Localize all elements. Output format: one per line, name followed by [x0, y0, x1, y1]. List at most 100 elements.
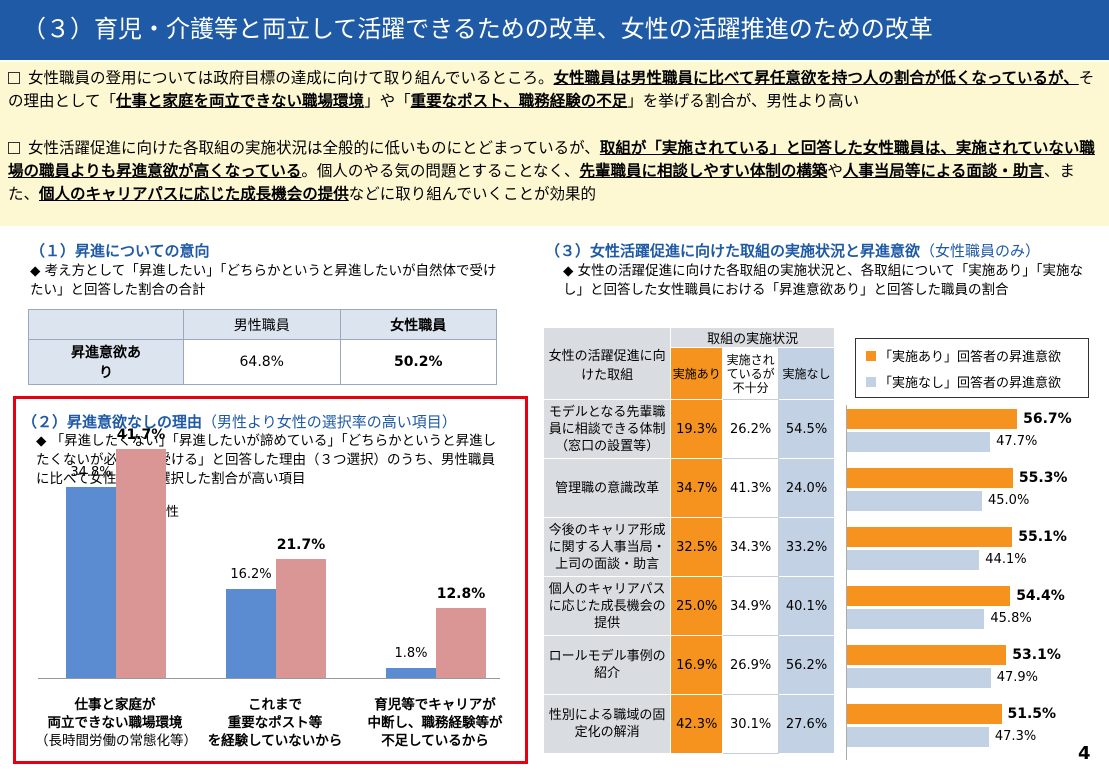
bar-value-label: 45.0% [988, 493, 1030, 508]
category-label-line: 育児等でキャリアが [374, 697, 496, 713]
checkbox-square-icon [8, 72, 20, 84]
col-header-male: 男性職員 [183, 309, 341, 340]
bar-male [226, 588, 276, 678]
initiative-label: 今後のキャリア形成に関する人事当局・上司の面談・助言 [542, 517, 672, 577]
bar-not-implemented [847, 432, 991, 452]
initiative-label: 性別による職域の固定化の解消 [542, 694, 672, 754]
summary-run: その理由として「 [8, 69, 1095, 110]
chart-baseline [38, 678, 500, 679]
bar-value-label: 47.9% [996, 670, 1038, 685]
bar-female [116, 448, 166, 678]
cell-insufficient: 30.1% [722, 694, 780, 754]
bar-value-label: 41.7% [116, 426, 166, 443]
bar-value-label: 51.5% [1007, 706, 1057, 722]
bar-value-label: 16.2% [230, 566, 272, 582]
slide-title-bar: （３）育児・介護等と両立して活躍できるための改革、女性の活躍推進のための改革 [0, 0, 1109, 60]
bar-value-label: 47.3% [994, 729, 1037, 744]
bar-value-label: 47.7% [996, 434, 1038, 449]
cell-insufficient: 26.2% [722, 399, 780, 459]
bar-implemented [847, 409, 1018, 429]
table-corner [28, 309, 184, 340]
bar-value-label: 55.3% [1018, 470, 1068, 486]
bar-implemented [847, 468, 1013, 488]
emphasis-text: 先輩職員に相談しやすい体制の構築 [579, 162, 828, 180]
table-row: ロールモデル事例の紹介 16.9% 26.9% 56.2% [542, 635, 835, 695]
legend-swatch [866, 377, 876, 387]
cell-implemented: 25.0% [670, 576, 724, 636]
category-label-line: 重要なポスト等 [227, 715, 323, 731]
bar-female [276, 558, 326, 678]
summary-bullet-2: 女性活躍促進に向けた各取組の実施状況は全般的に低いものにとどまっているが、取組が… [8, 137, 1102, 206]
summary-text-1: 女性職員の登用については政府目標の達成に向けて取り組んでいるところ。女性職員は男… [8, 69, 1094, 110]
summary-run: 、また、 [8, 162, 1075, 203]
bar-not-implemented [847, 550, 980, 570]
category-label: 仕事と家庭が 両立できない職場環境 （長時間労働の常態化等） [35, 696, 197, 750]
legend-not-implemented: 「実施なし」回答者の昇進意欲 [866, 372, 1061, 391]
bar-implemented [847, 645, 1007, 665]
initiatives-table: 女性の活躍促進に向けた取組 取組の実施状況 実施あり 実施されているが不十分 実… [542, 327, 835, 754]
bar-not-implemented [847, 668, 991, 688]
summary-text-2: 女性活躍促進に向けた各取組の実施状況は全般的に低いものにとどまっているが、取組が… [8, 139, 1095, 203]
col-header-female: 女性職員 [339, 309, 497, 340]
promotion-intent-table: 男性職員 女性職員 昇進意欲あり 64.8% 50.2% [28, 309, 497, 385]
bar-implemented [847, 586, 1011, 606]
cell-female-value: 50.2% [339, 339, 497, 385]
emphasis-text: 人事当局等による面談・助言 [842, 162, 1044, 180]
summary-run: や [827, 162, 843, 180]
bar-value-label: 34.8% [70, 464, 112, 480]
category-label-line: を経験していないから [207, 733, 343, 749]
bar-implemented [847, 527, 1013, 547]
category-label: これまで 重要なポスト等 を経験していないから [195, 696, 355, 750]
category-label-line: 両立できない職場環境 [47, 715, 183, 731]
summary-run: 」や「 [364, 92, 411, 110]
table-row: 性別による職域の固定化の解消 42.3% 30.1% 27.6% [542, 694, 835, 754]
emphasis-text: 重要なポスト、職務経験の不足 [410, 92, 628, 110]
bar-value-label: 54.4% [1016, 588, 1065, 604]
bar-male [66, 486, 116, 678]
table-row: 管理職の意識改革 34.7% 41.3% 24.0% [542, 458, 835, 518]
section1-note: ◆ 考え方として「昇進したい」「どちらかというと昇進したいが自然体で受けたい」と… [30, 263, 497, 298]
initiative-label: 管理職の意識改革 [542, 458, 672, 518]
cell-insufficient: 34.9% [722, 576, 780, 636]
cell-not-implemented: 56.2% [778, 635, 835, 695]
bar-not-implemented [847, 491, 982, 511]
cell-insufficient: 41.3% [722, 458, 780, 518]
table-corner-header: 女性の活躍促進に向けた取組 [542, 327, 672, 400]
section2-note: ◆ 「昇進したくない」「昇進したいが諦めている」「どちらかというと昇進したくない… [36, 433, 497, 487]
cell-implemented: 32.5% [670, 517, 724, 577]
chart3-axis [846, 405, 847, 760]
row-header-intent: 昇進意欲あり [28, 339, 184, 385]
summary-run: 女性活躍促進に向けた各取組の実施状況は全般的に低いものにとどまっているが、 [28, 139, 600, 157]
bar-implemented [847, 704, 1002, 724]
section3-note: ◆ 女性の活躍促進に向けた各取組の実施状況と、各取組について「実施あり」「実施な… [563, 263, 1083, 298]
summary-bullet-1: 女性職員の登用については政府目標の達成に向けて取り組んでいるところ。女性職員は男… [8, 67, 1102, 113]
initiative-label: モデルとなる先輩職員に相談できる体制（窓口の設置等） [542, 399, 672, 459]
table-row: モデルとなる先輩職員に相談できる体制（窓口の設置等） 19.3% 26.2% 54.5… [542, 399, 835, 459]
table-row: 今後のキャリア形成に関する人事当局・上司の面談・助言 32.5% 34.3% 33.2… [542, 517, 835, 577]
chart3-legend: 「実施あり」回答者の昇進意欲 「実施なし」回答者の昇進意欲 [855, 338, 1089, 398]
cell-insufficient: 26.9% [722, 635, 780, 695]
summary-run: 女性職員の登用については政府目標の達成に向けて取り組んでいるところ。 [28, 69, 554, 87]
cell-implemented: 19.3% [670, 399, 724, 459]
emphasis-text: 仕事と家庭を両立できない職場環境 [116, 92, 365, 110]
cell-male-value: 64.8% [183, 339, 341, 385]
checkbox-square-icon [8, 142, 20, 154]
cell-implemented: 42.3% [670, 694, 724, 754]
cell-not-implemented: 40.1% [778, 576, 835, 636]
initiative-label: ロールモデル事例の紹介 [542, 635, 672, 695]
emphasis-text: 女性職員は男性職員に比べて昇任意欲を持つ人の割合が低くなっているが、 [553, 69, 1079, 87]
cell-implemented: 34.7% [670, 458, 724, 518]
category-label: 育児等でキャリアが 中断し、職務経験等が 不足しているから [355, 696, 515, 750]
legend-implemented: 「実施あり」回答者の昇進意欲 [866, 346, 1061, 365]
bar-male [386, 668, 436, 678]
initiative-label: 個人のキャリアパスに応じた成長機会の提供 [542, 576, 672, 636]
table-row: 個人のキャリアパスに応じた成長機会の提供 25.0% 34.9% 40.1% [542, 576, 835, 636]
cell-not-implemented: 24.0% [778, 458, 835, 518]
cell-insufficient: 34.3% [722, 517, 780, 577]
category-label-line: （長時間労働の常態化等） [35, 733, 197, 749]
section3-heading: （３）女性活躍促進に向けた取組の実施状況と昇進意欲（女性職員のみ） [545, 242, 1041, 260]
emphasis-text: 個人のキャリアパスに応じた成長機会の提供 [39, 185, 349, 203]
bar-value-label: 53.1% [1012, 647, 1061, 663]
cell-implemented: 16.9% [670, 635, 724, 695]
bar-value-label: 44.1% [985, 552, 1027, 567]
